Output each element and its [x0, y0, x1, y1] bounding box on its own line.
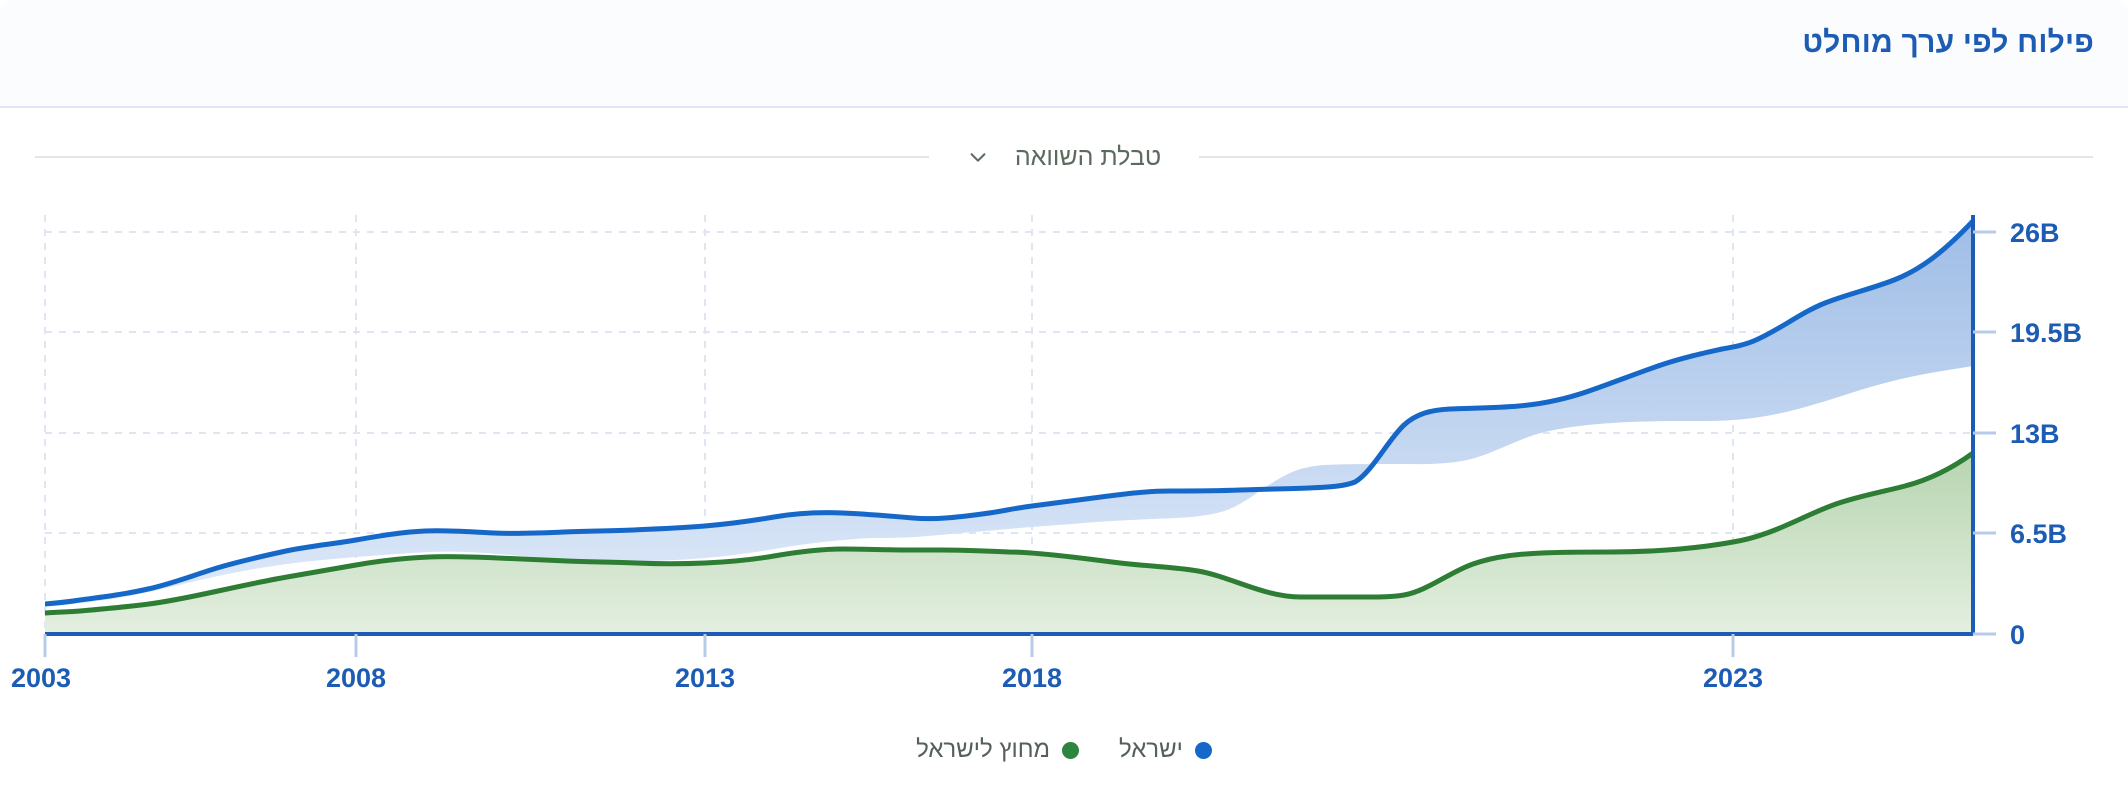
x-tick-2008: 2008: [326, 663, 386, 693]
comparison-table-row: טבלת השוואה: [35, 140, 2093, 174]
chart-series-areas: [45, 221, 1973, 634]
y-tick-6p5b: 6.5B: [2010, 519, 2067, 549]
x-tick-2018: 2018: [1002, 663, 1062, 693]
chart-legend: ישראל מחוץ לישראל: [0, 736, 2128, 764]
x-tick-2023: 2023: [1703, 663, 1763, 693]
chart-axes: [45, 215, 1975, 636]
legend-dot-israel-icon: [1194, 741, 1212, 759]
divider-left: [35, 156, 929, 158]
area-israel-blue: [45, 221, 1973, 606]
chart-svg: 0 6.5B 13B 19.5B 26B 2003 2008 2013 2018: [11, 215, 2082, 693]
line-israel-blue: [45, 218, 1973, 607]
x-tick-2013: 2013: [675, 663, 735, 693]
line-outside-israel-green: [45, 450, 1973, 616]
y-axis-ticks: [1973, 230, 1996, 636]
x-axis-ticks: [43, 634, 1735, 657]
legend-item-outside-israel[interactable]: מחוץ לישראל: [916, 736, 1079, 764]
y-tick-19p5b: 19.5B: [2010, 318, 2082, 348]
area-outside-israel-green: [45, 453, 1973, 634]
y-tick-26b: 26B: [2010, 218, 2060, 248]
stacked-area-chart[interactable]: 0 6.5B 13B 19.5B 26B 2003 2008 2013 2018: [0, 160, 2128, 720]
y-axis-labels: 0 6.5B 13B 19.5B 26B: [2010, 218, 2082, 650]
y-tick-0: 0: [2010, 620, 2025, 650]
legend-label-outside-israel: מחוץ לישראל: [916, 736, 1050, 763]
legend-label-israel: ישראל: [1119, 736, 1183, 763]
divider-right: [1199, 156, 2093, 158]
card-header: פילוח לפי ערך מוחלט: [0, 0, 2128, 108]
chart-series-lines: [45, 218, 1973, 616]
legend-item-israel[interactable]: ישראל: [1119, 736, 1212, 764]
x-axis-labels: 2003 2008 2013 2018 2023: [11, 663, 1763, 693]
legend-dot-outside-israel-icon: [1062, 741, 1079, 759]
comparison-table-label: טבלת השוואה: [1014, 142, 1162, 171]
comparison-table-toggle[interactable]: טבלת השוואה: [929, 143, 1199, 172]
y-tick-13b: 13B: [2010, 419, 2060, 449]
chevron-down-icon: [967, 146, 989, 168]
x-tick-2003: 2003: [11, 663, 71, 693]
page-title: פילוח לפי ערך מוחלט: [1802, 26, 2094, 59]
